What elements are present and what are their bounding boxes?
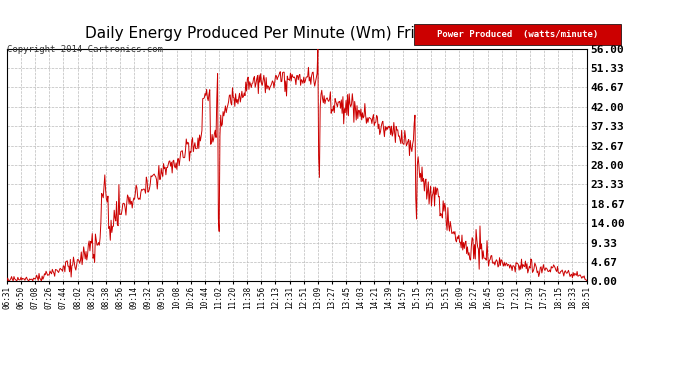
Text: Copyright 2014 Cartronics.com: Copyright 2014 Cartronics.com bbox=[7, 45, 163, 54]
Text: Daily Energy Produced Per Minute (Wm) Fri Sep 19 18:57: Daily Energy Produced Per Minute (Wm) Fr… bbox=[86, 26, 522, 41]
Text: Power Produced  (watts/minute): Power Produced (watts/minute) bbox=[437, 30, 598, 39]
